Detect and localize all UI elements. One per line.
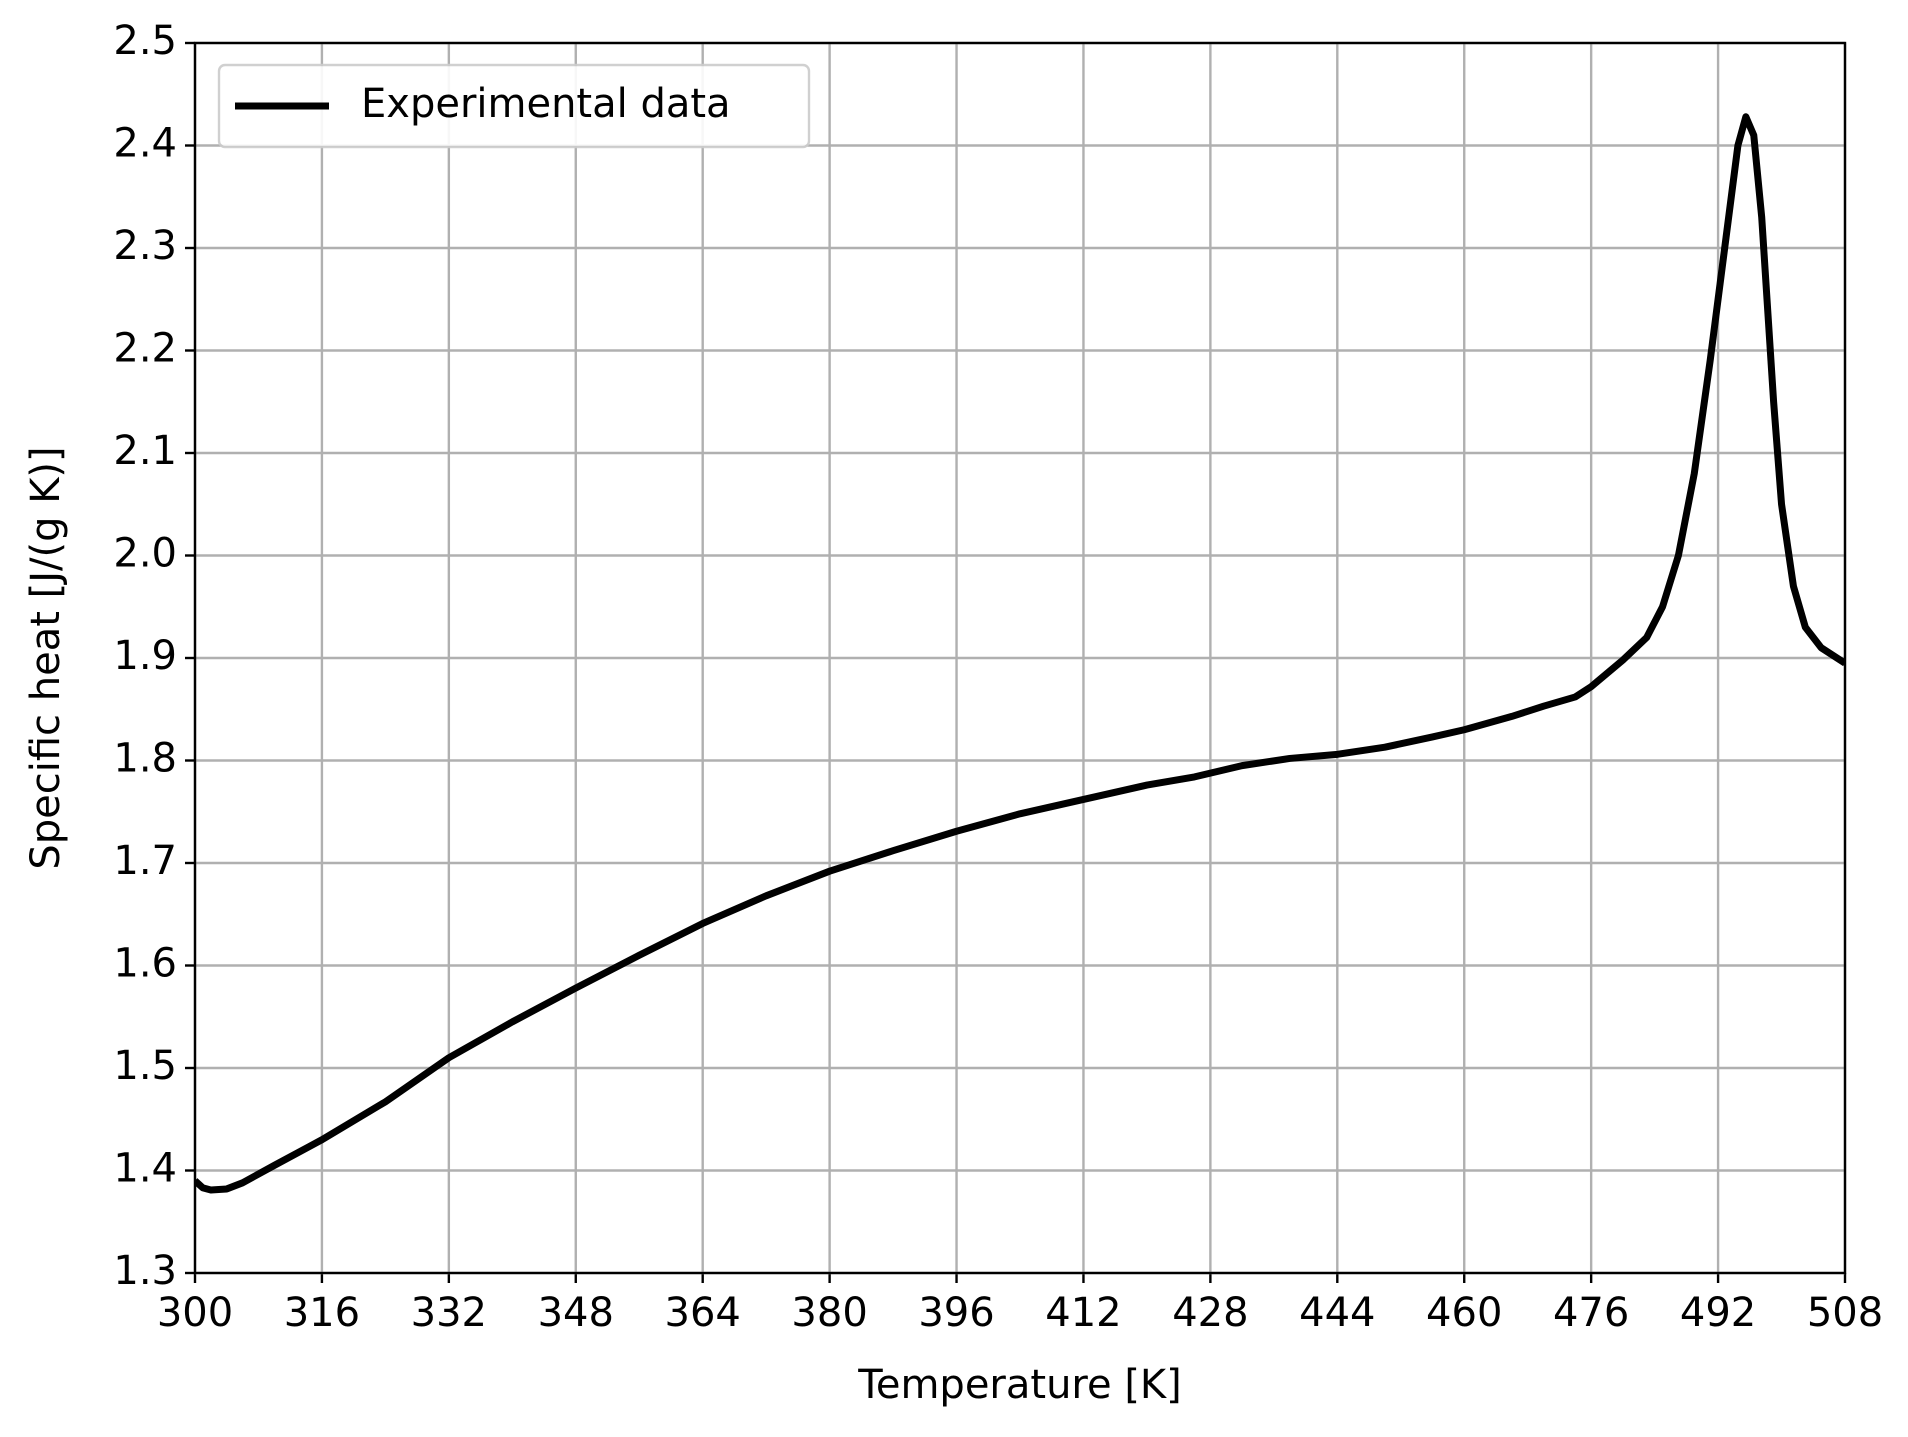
legend-box [217, 63, 811, 149]
y-tick-label: 1.5 [113, 1043, 177, 1089]
plot-frame [193, 41, 1847, 1275]
x-tick-label: 300 [157, 1290, 233, 1336]
x-axis-label: Temperature [K] [857, 1362, 1182, 1408]
legend-label: Experimental data [361, 81, 731, 127]
x-tick-label: 476 [1553, 1290, 1629, 1336]
y-tick-label: 1.6 [113, 941, 177, 987]
y-tick-label: 1.7 [113, 838, 177, 884]
x-tick-label: 412 [1045, 1290, 1121, 1336]
y-tick-label: 2.0 [113, 531, 177, 577]
y-tick-label: 1.4 [113, 1146, 177, 1192]
y-tick-label: 2.5 [113, 18, 177, 64]
x-tick-label: 380 [791, 1290, 867, 1336]
y-tick-label: 1.3 [113, 1248, 177, 1294]
x-tick-label: 508 [1807, 1290, 1883, 1336]
x-tick-label: 396 [918, 1290, 994, 1336]
y-tick-label: 2.1 [113, 428, 177, 474]
y-tick-label: 1.8 [113, 736, 177, 782]
x-tick-label: 444 [1299, 1290, 1375, 1336]
y-tick-label: 2.3 [113, 223, 177, 269]
x-tick-label: 460 [1426, 1290, 1502, 1336]
y-tick-label: 2.2 [113, 326, 177, 372]
x-tick-label: 428 [1172, 1290, 1248, 1336]
x-tick-label: 316 [284, 1290, 360, 1336]
y-axis-label: Specific heat [J/(g K)] [23, 446, 69, 869]
x-tick-label: 348 [538, 1290, 614, 1336]
y-tick-label: 1.9 [113, 633, 177, 679]
data-line [195, 113, 1845, 1194]
y-tick-label: 2.4 [113, 121, 177, 167]
x-tick-label: 492 [1680, 1290, 1756, 1336]
x-tick-label: 364 [665, 1290, 741, 1336]
x-tick-label: 332 [411, 1290, 487, 1336]
